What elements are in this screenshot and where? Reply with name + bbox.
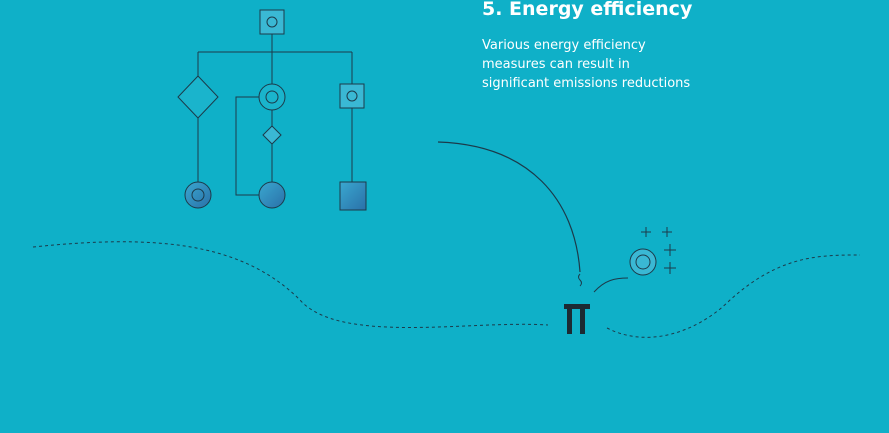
body-line: Various energy efficiency	[482, 38, 646, 53]
heading-body: Various energy efficiency measures can r…	[482, 36, 690, 93]
body-line: measures can result in	[482, 57, 630, 72]
body-line: significant emissions reductions	[482, 76, 691, 91]
flow-diagram	[177, 9, 367, 211]
heading-title: 5. Energy efficiency	[482, 0, 693, 20]
curves	[32, 141, 861, 338]
plant	[564, 304, 590, 334]
